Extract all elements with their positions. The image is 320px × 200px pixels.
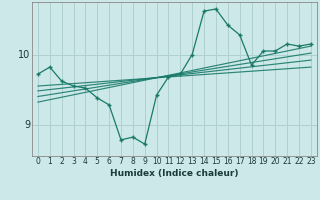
X-axis label: Humidex (Indice chaleur): Humidex (Indice chaleur)	[110, 169, 239, 178]
